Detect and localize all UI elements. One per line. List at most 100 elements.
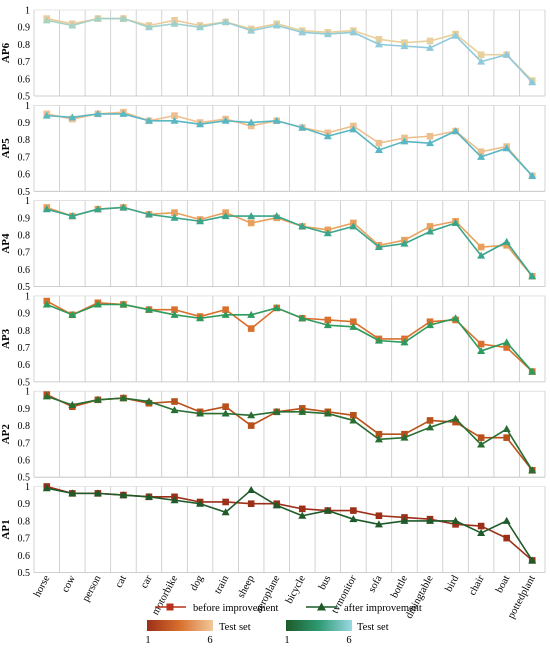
- series-segment: [301, 509, 329, 517]
- y-tick-label: 0.5: [18, 473, 31, 484]
- panel-ap3: 0.5 0.6 0.7 0.8 0.9 1 AP3: [0, 291, 546, 388]
- y-tick-label: 0.9: [18, 118, 31, 129]
- data-point-after: [68, 212, 77, 220]
- series-segment: [403, 419, 431, 436]
- series-segment: [250, 411, 278, 417]
- data-point-after: [323, 132, 332, 140]
- data-point-after: [221, 310, 230, 318]
- data-point-before: [171, 398, 178, 405]
- data-point-after: [144, 210, 153, 218]
- series-segment: [173, 22, 201, 29]
- series-segment: [327, 509, 355, 520]
- panel-ap5: 0.5 0.6 0.7 0.8 0.9 1 AP5: [0, 101, 546, 198]
- series-segment: [173, 114, 201, 124]
- series-segment: [250, 411, 278, 427]
- series-segment: [148, 19, 176, 27]
- series-segment: [301, 126, 329, 138]
- series-segment: [429, 417, 457, 429]
- data-point-after: [374, 40, 383, 48]
- panel-ap4: 0.5 0.6 0.7 0.8 0.9 1 AP4: [0, 196, 546, 293]
- series-segment: [429, 419, 457, 423]
- series-segment: [71, 208, 99, 217]
- series-segment: [224, 405, 252, 427]
- series-segment: [122, 113, 150, 122]
- series-segment: [378, 140, 406, 151]
- data-point-after: [119, 491, 128, 499]
- data-point-before: [298, 505, 306, 513]
- series-segment: [301, 407, 329, 413]
- data-point-after: [374, 336, 383, 344]
- series-segment: [275, 502, 304, 510]
- data-point-after: [119, 203, 128, 211]
- series-segment: [327, 128, 355, 138]
- x-tick-label: sofa: [367, 573, 385, 594]
- series-segment: [352, 414, 380, 436]
- series-segment: [378, 43, 406, 47]
- series-segment: [122, 303, 150, 311]
- series-segment: [505, 53, 534, 84]
- data-point-before: [426, 223, 434, 230]
- data-point-after: [196, 23, 205, 31]
- series-segment: [480, 341, 508, 352]
- series-segment: [429, 317, 457, 326]
- panel-label-ap2: AP2: [0, 424, 12, 445]
- series-after: [42, 109, 537, 179]
- y-tick-label: 0.7: [18, 438, 31, 449]
- data-point-after: [426, 43, 435, 51]
- series-segment: [173, 409, 201, 415]
- series-segment: [403, 230, 431, 245]
- series-segment: [378, 38, 406, 44]
- data-point-after: [93, 109, 102, 117]
- series-segment: [173, 314, 201, 320]
- series-segment: [352, 320, 380, 340]
- data-point-before: [452, 521, 459, 528]
- y-tick-label: 0.6: [18, 265, 31, 276]
- legend-after-marker: [317, 602, 326, 611]
- data-point-after: [247, 411, 256, 419]
- data-point-before: [426, 37, 434, 45]
- series-segment: [250, 119, 278, 124]
- data-point-before: [477, 51, 485, 59]
- data-point-after: [477, 346, 486, 354]
- data-point-after: [528, 272, 537, 280]
- series-segment: [122, 206, 150, 216]
- data-point-after: [272, 21, 281, 29]
- data-point-after: [144, 492, 153, 500]
- data-point-before: [247, 422, 255, 429]
- data-point-after: [502, 144, 511, 152]
- series-segment: [480, 343, 508, 349]
- panel-label-ap4: AP4: [0, 233, 12, 254]
- data-point-after: [528, 78, 537, 86]
- data-point-after: [528, 556, 537, 564]
- series-segment: [97, 397, 125, 401]
- series-segment: [224, 118, 252, 127]
- data-point-before: [477, 340, 485, 348]
- chart-panels: 0.50.60.70.80.91AP60.50.60.70.80.91AP50.…: [0, 6, 546, 579]
- data-point-after: [477, 440, 486, 448]
- data-point-after: [93, 395, 102, 403]
- series-segment: [505, 341, 534, 373]
- data-point-after: [196, 217, 205, 225]
- series-segment: [148, 211, 176, 216]
- series-segment: [148, 114, 176, 122]
- data-point-before: [324, 316, 332, 324]
- data-point-after: [170, 496, 179, 504]
- data-point-before: [171, 306, 178, 313]
- data-point-after: [272, 303, 281, 311]
- data-point-after: [400, 42, 409, 50]
- data-point-after: [170, 213, 179, 221]
- series-segment: [148, 400, 176, 411]
- series-segment: [352, 31, 380, 46]
- series-segment: [429, 34, 457, 49]
- series-segment: [403, 324, 431, 344]
- series-segment: [301, 508, 329, 512]
- data-point-after: [349, 28, 358, 36]
- x-tick-label: horse: [32, 573, 53, 599]
- data-point-after: [400, 338, 409, 346]
- data-point-after: [323, 229, 332, 237]
- data-point-after: [426, 321, 435, 329]
- data-point-after: [272, 212, 281, 220]
- data-point-before: [477, 148, 485, 156]
- data-point-after: [477, 57, 486, 65]
